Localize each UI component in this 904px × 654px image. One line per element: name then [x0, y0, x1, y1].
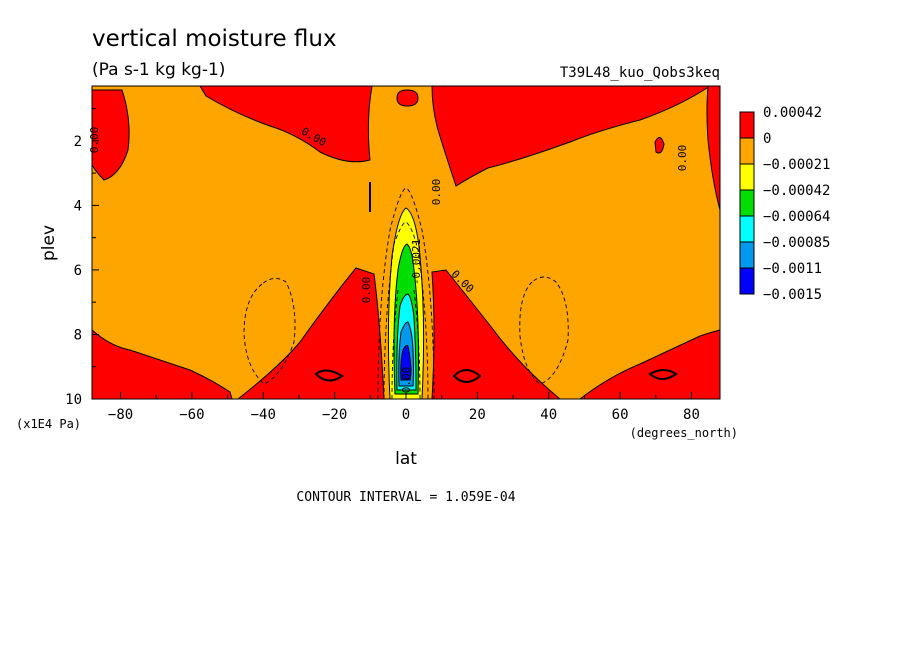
- band-neg-0011: [400, 345, 412, 381]
- negative-contours: [243, 187, 569, 400]
- solid-contour-mark-2: [314, 369, 344, 382]
- dashed-contour-north-oval: [519, 276, 569, 385]
- legend-swatch: [739, 215, 755, 243]
- x-tick-label: 80: [683, 407, 700, 423]
- run-name: T39L48_kuo_Qobs3keq: [560, 65, 720, 81]
- legend-level-label: −0.0011: [763, 261, 822, 277]
- y-axis-units: (x1E4 Pa): [16, 417, 81, 431]
- chart-units: (Pa s-1 kg kg-1): [92, 60, 225, 80]
- x-tick-label: 0: [402, 407, 410, 423]
- x-tick-label: −60: [179, 407, 204, 423]
- red-region-northern-tropics-lower: [431, 269, 562, 400]
- x-tick-label: −40: [251, 407, 276, 423]
- color-legend: 0.00042 0 −0.00021 −0.00042 −0.00064 −0.00085…: [739, 105, 830, 303]
- x-tick-label: 40: [540, 407, 557, 423]
- solid-contour-mark-4: [648, 369, 678, 380]
- x-tick-label: −80: [108, 407, 133, 423]
- y-tick-label: 8: [74, 327, 82, 343]
- legend-level-label: 0.00042: [763, 105, 822, 121]
- contour-label: -0.0021: [410, 239, 423, 285]
- legend-swatch: [739, 137, 755, 165]
- x-axis-units: (degrees_north): [630, 426, 738, 440]
- y-tick-label: 4: [74, 198, 82, 214]
- red-region-northern-lower: [578, 329, 721, 400]
- x-axis-label: lat: [395, 449, 417, 469]
- x-tick-label: 20: [469, 407, 486, 423]
- y-tick-label: 2: [74, 134, 82, 150]
- legend-swatch: [739, 111, 755, 139]
- red-blob-north-75: [654, 137, 665, 154]
- chart-title: vertical moisture flux: [92, 26, 337, 52]
- legend-swatch: [739, 267, 755, 295]
- legend-level-label: −0.00021: [763, 157, 830, 173]
- legend-level-label: −0.0015: [763, 287, 822, 303]
- red-region-polar-strip-north: [706, 85, 721, 211]
- legend-level-label: −0.00064: [763, 209, 830, 225]
- legend-swatch: [739, 163, 755, 191]
- y-axis: 2 4 6 8 10: [65, 108, 99, 408]
- solid-contour-mark-3: [452, 369, 482, 383]
- dashed-contour-south-oval: [243, 278, 296, 385]
- y-tick-label: 10: [65, 392, 82, 408]
- x-tick-label: 60: [612, 407, 629, 423]
- red-region-southern-lower: [91, 328, 233, 400]
- dashed-contour-tongue-outer: [377, 187, 435, 400]
- x-axis: −80 −60 −40 −20 0 20 40 60 80: [108, 392, 700, 423]
- legend-swatch: [739, 241, 755, 269]
- red-region-southern-high-lat-upper: [91, 89, 130, 181]
- contour-label: 0.00: [676, 145, 689, 172]
- plot-area: 0.00 0.00 0.00 0.00 0.00 0.00 0.00 -0.00…: [88, 85, 721, 400]
- red-region-southern-tropics-lower: [236, 267, 385, 400]
- legend-level-label: −0.00042: [763, 183, 830, 199]
- dashed-contour-tongue-inner: [391, 289, 421, 400]
- contour-label: 0.00: [360, 277, 373, 304]
- red-region-southern-mid-upper: [199, 85, 373, 163]
- contour-label: 0.00: [430, 179, 443, 206]
- red-region-northern-mid-upper: [431, 85, 712, 187]
- equatorial-negative-tongue: [387, 207, 425, 400]
- contour-interval: CONTOUR INTERVAL = 1.059E-04: [296, 490, 515, 505]
- y-tick-label: 6: [74, 263, 82, 279]
- contour-label: 0.00: [400, 367, 413, 394]
- contour-label: 0.00: [88, 127, 101, 154]
- dashed-contour-tongue-mid: [383, 221, 429, 400]
- red-blob-top-center: [396, 89, 419, 107]
- x-tick-label: −20: [322, 407, 347, 423]
- legend-swatch: [739, 189, 755, 217]
- positive-regions: [91, 85, 721, 400]
- y-axis-label: plev: [39, 225, 59, 261]
- legend-level-label: −0.00085: [763, 235, 830, 251]
- legend-level-label: 0: [763, 131, 771, 147]
- solid-contour-marks: [314, 182, 678, 383]
